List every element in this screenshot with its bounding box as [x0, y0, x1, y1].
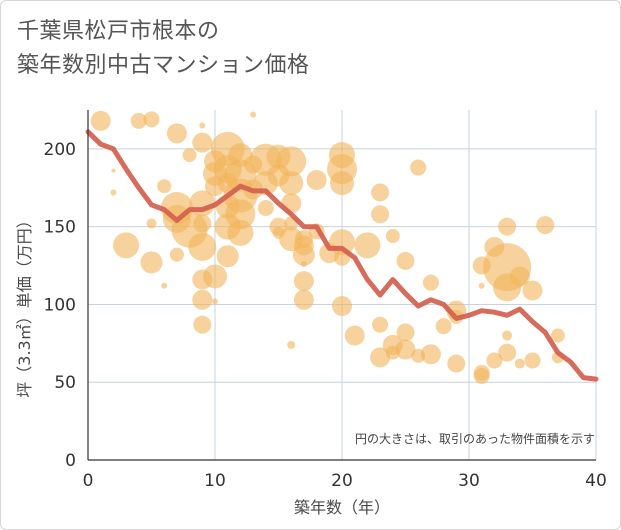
- data-bubble: [509, 266, 530, 287]
- chart-title: 千葉県松戸市根本の 築年数別中古マンション価格: [17, 15, 310, 83]
- data-bubble: [130, 112, 147, 129]
- chart-title-line-2: 築年数別中古マンション価格: [17, 53, 310, 78]
- data-bubble: [250, 111, 257, 118]
- data-bubble: [498, 217, 517, 236]
- data-bubble: [193, 214, 212, 233]
- data-bubble: [111, 168, 116, 173]
- bubble-series: [90, 110, 565, 384]
- x-tick-label: 20: [331, 471, 353, 491]
- data-bubble: [192, 269, 213, 290]
- data-bubble: [354, 232, 381, 259]
- data-bubble: [244, 155, 263, 174]
- data-bubble: [193, 315, 212, 334]
- data-bubble: [272, 226, 285, 239]
- data-bubble: [498, 343, 517, 362]
- data-bubble: [140, 251, 163, 274]
- data-bubble: [216, 245, 239, 268]
- data-bubble: [182, 148, 197, 163]
- data-bubble: [473, 368, 490, 384]
- data-bubble: [396, 251, 415, 270]
- x-tick-label: 0: [83, 471, 94, 491]
- data-bubble: [344, 325, 365, 346]
- y-tick-label: 200: [44, 140, 76, 160]
- data-bubble: [293, 271, 314, 292]
- data-bubble: [435, 318, 452, 335]
- chart-title-line-1: 千葉県松戸市根本の: [17, 19, 220, 44]
- x-tick-label: 10: [204, 471, 226, 491]
- data-bubble: [329, 142, 355, 169]
- y-tick-label: 50: [54, 373, 76, 393]
- data-bubble: [113, 232, 140, 259]
- data-bubble: [294, 230, 313, 249]
- data-bubble: [371, 205, 390, 224]
- x-tick-label: 30: [458, 471, 480, 491]
- data-bubble: [372, 316, 389, 333]
- data-bubble: [536, 216, 555, 235]
- data-bubble: [371, 183, 390, 202]
- data-bubble: [157, 179, 172, 194]
- data-bubble: [227, 219, 254, 246]
- data-bubble: [447, 354, 466, 373]
- data-bubble: [306, 170, 327, 190]
- data-bubble: [161, 282, 168, 289]
- x-tick-label: 40: [585, 471, 607, 491]
- data-bubble: [370, 347, 391, 368]
- data-bubble: [385, 229, 400, 243]
- data-bubble: [287, 340, 296, 349]
- data-bubble: [410, 159, 427, 176]
- data-bubble: [385, 345, 400, 360]
- bubble-size-note: 円の大きさは、取引のあった物件面積を示す: [355, 431, 595, 446]
- data-bubble: [199, 122, 206, 129]
- data-bubble: [192, 289, 213, 310]
- data-bubble: [330, 171, 354, 196]
- data-bubble: [257, 200, 274, 216]
- data-bubble: [188, 232, 217, 261]
- data-bubble: [300, 261, 307, 267]
- data-bubble: [420, 344, 441, 365]
- average-line-series: [85, 129, 599, 382]
- data-bubble: [514, 358, 525, 369]
- data-bubble: [90, 110, 111, 131]
- data-bubble: [422, 274, 439, 291]
- data-bubble: [192, 132, 213, 153]
- average-price-line: [85, 129, 599, 382]
- data-bubble: [472, 256, 491, 275]
- data-bubble: [332, 296, 352, 316]
- data-bubble: [266, 144, 291, 169]
- data-bubble: [502, 330, 513, 341]
- data-bubble: [524, 352, 541, 369]
- data-bubble: [217, 173, 238, 194]
- data-bubble: [212, 298, 218, 305]
- data-bubble: [478, 282, 485, 289]
- data-bubble: [484, 236, 505, 257]
- data-bubble: [146, 218, 157, 229]
- data-bubble: [143, 111, 160, 128]
- data-bubble: [486, 352, 503, 369]
- y-axis-label: 坪（3.3㎡）単価（万円）: [15, 212, 34, 397]
- data-bubble: [550, 328, 565, 343]
- data-bubble: [293, 289, 314, 310]
- axes: 0 50 100 150 200 0 10 20 30 40: [44, 110, 607, 491]
- data-bubble: [395, 339, 416, 360]
- data-bubble: [522, 280, 543, 301]
- data-bubble: [166, 123, 187, 144]
- data-bubble: [396, 323, 415, 342]
- y-tick-label: 0: [65, 451, 76, 471]
- y-tick-label: 100: [44, 295, 76, 315]
- data-bubble: [204, 150, 226, 173]
- data-bubble: [267, 164, 290, 187]
- data-bubble: [110, 189, 117, 196]
- x-axis-label: 築年数（年）: [294, 498, 390, 517]
- data-bubble: [411, 348, 426, 363]
- y-tick-label: 150: [44, 218, 76, 238]
- data-bubble: [169, 247, 184, 262]
